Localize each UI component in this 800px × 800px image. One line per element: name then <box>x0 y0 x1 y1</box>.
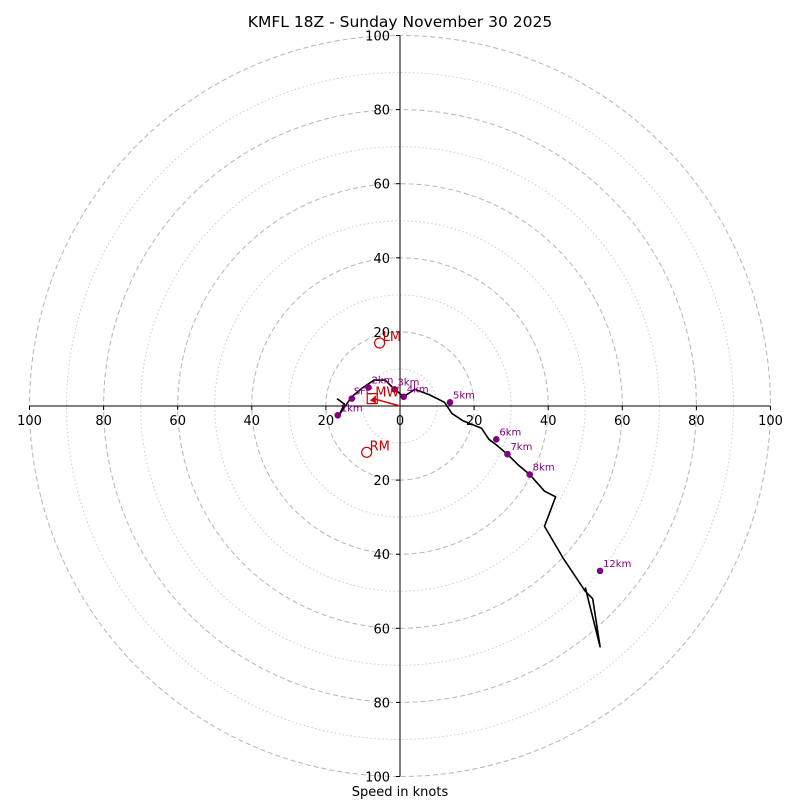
storm-marker-LM <box>374 337 386 349</box>
x-tick-label: 60 <box>614 414 631 429</box>
y-tick-label: 60 <box>373 622 390 637</box>
y-tick-label: 40 <box>373 548 390 563</box>
height-marker-5km <box>446 398 454 406</box>
y-tick-label: 20 <box>373 326 390 341</box>
sfc-marker <box>348 395 356 402</box>
sfc-label: SFC <box>354 387 373 398</box>
y-tick-label: 100 <box>365 30 390 45</box>
height-label-5km: 5km <box>453 390 475 401</box>
height-marker-7km <box>504 450 511 458</box>
height-marker-2km <box>365 384 372 391</box>
x-tick-label: 60 <box>169 414 186 429</box>
storm-motion-markers: LM MW RM <box>361 330 401 458</box>
height-label-6km: 6km <box>499 427 521 438</box>
chart-title: KMFL 18Z - Sunday November 30 2025 <box>248 13 552 31</box>
shear-vector-line <box>375 398 401 407</box>
height-marker-1km <box>334 411 342 419</box>
height-label-3km: 3km <box>397 377 419 388</box>
storm-marker-RM <box>361 446 373 458</box>
y-tick-label: 20 <box>373 474 390 489</box>
x-tick-label: 100 <box>17 414 42 429</box>
shear-vector-arrowhead <box>369 395 376 404</box>
y-tick-label: 40 <box>373 252 390 267</box>
x-tick-label: 20 <box>318 414 335 429</box>
height-label-2km: 2km <box>372 375 394 386</box>
x-tick-label: 40 <box>540 414 557 429</box>
storm-label-RM: RM <box>370 439 390 454</box>
x-tick-label: 40 <box>244 414 261 429</box>
y-tick-label: 80 <box>373 696 390 711</box>
storm-label-LM: LM <box>383 330 401 345</box>
height-label-8km: 8km <box>533 463 555 474</box>
hodograph-line <box>336 379 601 648</box>
x-tick-label: 0 <box>396 414 404 429</box>
hodograph-trace <box>336 379 601 648</box>
height-marker-4km <box>400 393 408 401</box>
y-tick-label: 60 <box>373 178 390 193</box>
height-label-12km: 12km <box>603 559 631 570</box>
height-marker-12km <box>596 567 604 575</box>
height-label-7km: 7km <box>510 442 532 453</box>
x-tick-label: 20 <box>466 414 483 429</box>
x-tick-label: 80 <box>95 414 112 429</box>
height-label-1km: 1km <box>341 403 363 414</box>
y-tick-label: 80 <box>373 104 390 119</box>
height-marker-8km <box>526 471 533 478</box>
x-tick-label: 100 <box>758 414 783 429</box>
x-tick-label: 80 <box>688 414 705 429</box>
tick-labels: 100 80 60 40 20 0 20 40 60 80 100 100 80 60 40 20 20 40 60… <box>17 30 783 786</box>
height-label-4km: 4km <box>407 385 429 396</box>
height-marker-3km <box>391 386 398 393</box>
x-axis-label: Speed in knots <box>352 785 449 800</box>
y-tick-label: 100 <box>365 771 390 786</box>
height-marker-6km <box>493 436 500 443</box>
storm-marker-MW <box>366 392 378 405</box>
storm-label-MW: MW <box>375 386 399 401</box>
